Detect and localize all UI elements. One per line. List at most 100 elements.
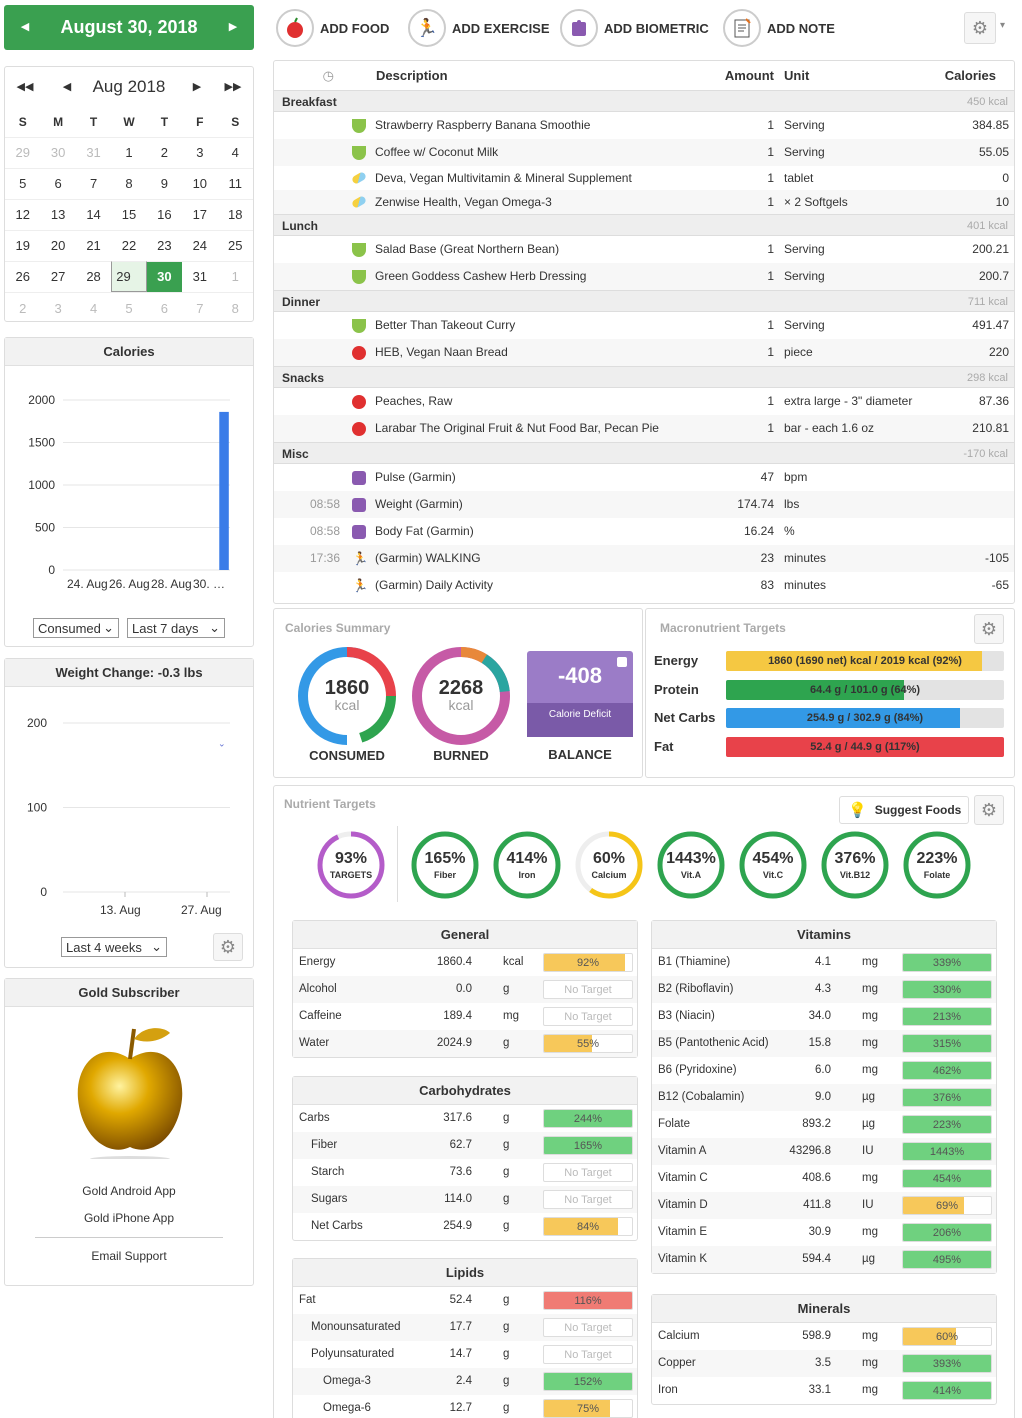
calendar-day[interactable]: 10 <box>182 167 218 199</box>
entry-description[interactable]: Peaches, Raw <box>375 394 453 408</box>
nutrient-row[interactable]: Vitamin C 408.6 mg 454% <box>652 1165 996 1192</box>
entry-unit[interactable]: Serving <box>784 269 825 283</box>
calendar-day[interactable]: 5 <box>5 167 41 199</box>
calendar-day[interactable]: 19 <box>5 229 41 261</box>
entry-description[interactable]: HEB, Vegan Naan Bread <box>375 345 508 359</box>
calendar-day[interactable]: 6 <box>40 167 76 199</box>
entry-unit[interactable]: extra large - 3" diameter <box>784 394 913 408</box>
nutrient-row[interactable]: B3 (Niacin) 34.0 mg 213% <box>652 1003 996 1030</box>
diary-entry[interactable]: Larabar The Original Fruit & Nut Food Ba… <box>274 415 1014 442</box>
prev-day-arrow-icon[interactable]: ◀ <box>20 21 30 33</box>
calendar-day[interactable]: 8 <box>111 167 147 199</box>
calendar-day[interactable]: 31 <box>75 136 112 168</box>
entry-description[interactable]: Pulse (Garmin) <box>375 470 456 484</box>
calendar-day[interactable]: 20 <box>40 229 76 261</box>
nutrient-row[interactable]: Fiber 62.7 g 165% <box>293 1132 637 1159</box>
target-ring-targets[interactable]: 93% TARGETS <box>316 830 386 900</box>
calendar-day[interactable]: 11 <box>217 167 253 199</box>
calendar-day[interactable]: 18 <box>217 198 253 230</box>
add-note-button[interactable]: ADD NOTE <box>723 8 835 48</box>
entry-amount[interactable]: 174.74 <box>737 497 774 511</box>
nutrient-row[interactable]: Vitamin K 594.4 µg 495% <box>652 1246 996 1273</box>
calendar-day[interactable]: 1 <box>111 136 147 168</box>
nutrient-row[interactable]: Omega-6 12.7 g 75% <box>293 1395 637 1418</box>
diary-entry[interactable]: Zenwise Health, Vegan Omega-3 1 × 2 Softge… <box>274 190 1014 214</box>
entry-amount[interactable]: 16.24 <box>743 524 774 538</box>
diary-entry[interactable]: 08:58 Body Fat (Garmin) 16.24% <box>274 518 1014 545</box>
entry-description[interactable]: (Garmin) Daily Activity <box>375 578 494 592</box>
entry-amount[interactable]: 83 <box>760 578 774 592</box>
nutrient-row[interactable]: Net Carbs 254.9 g 84% <box>293 1213 637 1240</box>
entry-unit[interactable]: Serving <box>784 242 825 256</box>
calendar-day[interactable]: 1 <box>217 260 253 293</box>
entry-unit[interactable]: bar - each 1.6 oz <box>784 421 875 435</box>
macro-bar-net-carbs[interactable]: 254.9 g / 302.9 g (84%) <box>726 708 1004 728</box>
calendar-day[interactable]: 23 <box>146 229 183 261</box>
calendar-day[interactable]: 9 <box>146 167 183 199</box>
entry-amount[interactable]: 1 <box>767 345 774 359</box>
calendar-day[interactable]: 15 <box>111 198 147 230</box>
entry-amount[interactable]: 23 <box>760 551 774 565</box>
calendar-day[interactable]: 5 <box>111 292 147 324</box>
range-select[interactable]: Last 7 days ⌄ <box>127 618 225 638</box>
entry-unit[interactable]: piece <box>784 345 813 359</box>
nutrient-row[interactable]: Vitamin E 30.9 mg 206% <box>652 1219 996 1246</box>
calendar-day[interactable]: 30 <box>40 136 76 168</box>
consumed-select[interactable]: Consumed ⌄ <box>33 618 119 638</box>
add-biometric-button[interactable]: ADD BIOMETRIC <box>560 8 709 48</box>
nutrient-row[interactable]: Copper 3.5 mg 393% <box>652 1350 996 1377</box>
entry-amount[interactable]: 47 <box>760 470 774 484</box>
chevron-down-icon[interactable]: ▾ <box>1000 20 1006 31</box>
entry-description[interactable]: Larabar The Original Fruit & Nut Food Ba… <box>375 421 659 435</box>
nutrient-row[interactable]: B5 (Pantothenic Acid) 15.8 mg 315% <box>652 1030 996 1057</box>
calendar-day[interactable]: 12 <box>5 198 41 230</box>
entry-amount[interactable]: 1 <box>767 171 774 185</box>
prev-year-icon[interactable]: ◀◀ <box>16 81 34 93</box>
diary-entry[interactable]: 🏃 (Garmin) Daily Activity 83 minutes -65 <box>274 572 1014 599</box>
target-ring-folate[interactable]: 223% Folate <box>902 830 972 900</box>
diary-entry[interactable]: Green Goddess Cashew Herb Dressing 1 Servi… <box>274 263 1014 290</box>
next-day-arrow-icon[interactable]: ▶ <box>228 21 238 33</box>
calendar-day[interactable]: 4 <box>75 292 112 324</box>
nutrient-settings-gear-icon[interactable]: ⚙ <box>974 795 1004 825</box>
entry-unit[interactable]: bpm <box>784 470 808 484</box>
entry-unit[interactable]: minutes <box>784 551 827 565</box>
macro-bar-protein[interactable]: 64.4 g / 101.0 g (64%) <box>726 679 1004 700</box>
nutrient-row[interactable]: Energy 1860.4 kcal 92% <box>293 949 637 976</box>
nutrient-row[interactable]: Water 2024.9 g 55% <box>293 1030 637 1057</box>
entry-unit[interactable]: tablet <box>784 171 814 185</box>
target-ring-iron[interactable]: 414% Iron <box>492 830 562 900</box>
target-ring-vita[interactable]: 1443% Vit.A <box>656 830 726 900</box>
calendar-day[interactable]: 6 <box>146 292 183 324</box>
entry-amount[interactable]: 1 <box>767 242 774 256</box>
target-ring-vitb12[interactable]: 376% Vit.B12 <box>820 830 890 900</box>
entry-amount[interactable]: 1 <box>767 269 774 283</box>
calendar-day[interactable]: 14 <box>75 198 112 230</box>
calendar-day[interactable]: 16 <box>146 198 183 230</box>
entry-description[interactable]: (Garmin) WALKING <box>375 551 481 565</box>
entry-amount[interactable]: 1 <box>767 394 774 408</box>
calendar-day[interactable]: 21 <box>75 229 112 261</box>
entry-description[interactable]: Deva, Vegan Multivitamin & Mineral Suppl… <box>375 171 632 185</box>
entry-unit[interactable]: Serving <box>784 145 825 159</box>
entry-description[interactable]: Strawberry Raspberry Banana Smoothie <box>375 118 591 132</box>
diary-entry[interactable]: Pulse (Garmin) 47 bpm <box>274 464 1014 491</box>
entry-unit[interactable]: lbs <box>784 497 800 511</box>
calendar-day[interactable]: 2 <box>146 136 183 168</box>
nutrient-row[interactable]: B2 (Riboflavin) 4.3 mg 330% <box>652 976 996 1003</box>
calendar-day[interactable]: 29 <box>5 136 41 168</box>
prev-month-icon[interactable]: ◀ <box>62 81 72 93</box>
calendar-day[interactable]: 7 <box>75 167 112 199</box>
diary-entry[interactable]: 17:36 🏃 (Garmin) WALKING 23 minutes -105 <box>274 545 1014 572</box>
entry-unit[interactable]: minutes <box>784 578 827 592</box>
diary-settings-gear-icon[interactable]: ⚙ <box>964 12 996 44</box>
nutrient-row[interactable]: Iron 33.1 mg 414% <box>652 1377 996 1404</box>
entry-description[interactable]: Green Goddess Cashew Herb Dressing <box>375 269 587 283</box>
current-date[interactable]: August 30, 2018 <box>60 17 198 37</box>
nutrient-row[interactable]: Caffeine 189.4 mg No Target <box>293 1003 637 1030</box>
calendar-day[interactable]: 8 <box>217 292 253 324</box>
weight-settings-gear-icon[interactable]: ⚙ <box>213 933 243 961</box>
calendar-day[interactable]: 27 <box>40 260 76 293</box>
entry-description[interactable]: Better Than Takeout Curry <box>375 318 516 332</box>
email-support-link[interactable]: Email Support <box>91 1249 167 1263</box>
